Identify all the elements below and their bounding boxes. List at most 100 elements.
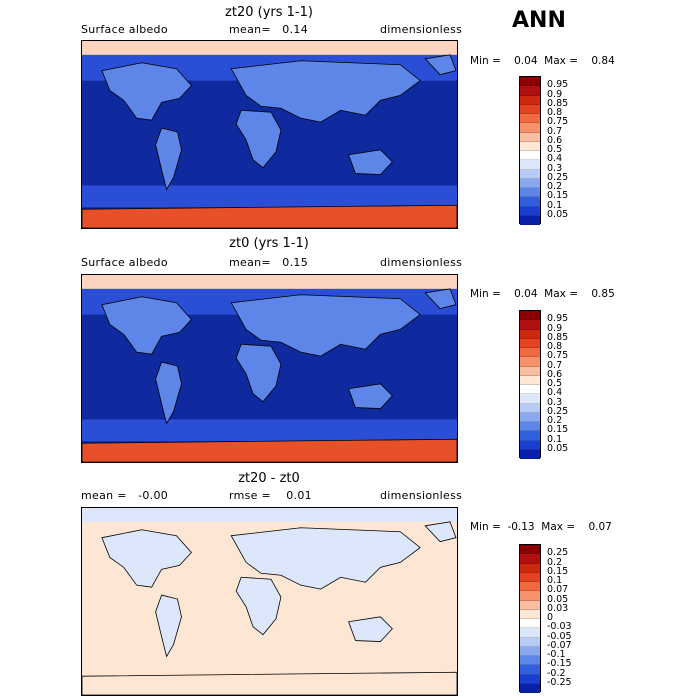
southern-ocean-band <box>82 185 457 208</box>
colorbar-swatch <box>520 215 540 225</box>
min-max-label: Min = -0.13 Max = 0.07 <box>470 521 612 533</box>
colorbar-swatch <box>520 412 540 422</box>
continent <box>235 343 282 403</box>
colorbar-swatch <box>520 95 540 105</box>
arctic-region <box>82 508 457 522</box>
colorbar-tick-label: 0.8 <box>547 341 563 352</box>
continent <box>101 296 192 355</box>
colorbar-swatch <box>520 600 540 610</box>
colorbar-tick-label: 0.2 <box>547 181 563 192</box>
colorbar-tick-label: 0.8 <box>547 107 563 118</box>
southern-ocean-band <box>82 419 457 442</box>
colorbar-swatch <box>520 151 540 161</box>
colorbar-tick-label: -0.25 <box>547 676 572 688</box>
colorbar: 0.25 0.2 0.15 0.1 0.07 0.05 0.03 0 -0.03 -0.05 -0.… <box>519 544 572 693</box>
colorbar-tick-label: 0.7 <box>547 359 563 371</box>
colorbar-swatch <box>520 628 540 638</box>
colorbar-swatch <box>520 169 540 179</box>
panel-title: zt20 - zt0 <box>238 471 300 486</box>
colorbar-tick-label: -0.05 <box>547 630 572 642</box>
min-max-label: Min = 0.04 Max = 0.84 <box>470 55 615 67</box>
colorbar-swatch <box>520 329 540 339</box>
colorbar-tick-label: 0 <box>547 612 554 623</box>
colorbar-swatches <box>519 76 541 225</box>
colorbar-tick-label: 0.15 <box>547 565 569 577</box>
colorbar-swatch <box>520 123 540 133</box>
colorbar-swatch <box>520 132 540 142</box>
colorbar-swatch <box>520 366 540 376</box>
colorbar-tick-label: 0.1 <box>547 575 563 586</box>
colorbar-swatch <box>520 637 540 647</box>
colorbar-tick-label: 0.5 <box>547 144 563 155</box>
colorbar-swatch <box>520 619 540 629</box>
colorbar-tick-label: 0.95 <box>547 79 569 91</box>
colorbar-tick-label: 0.85 <box>547 97 569 109</box>
colorbar-tick-label: 0.1 <box>547 199 563 211</box>
min-max-label: Min = 0.04 Max = 0.85 <box>470 288 615 300</box>
colorbar: 0.95 0.9 0.85 0.8 0.75 0.7 0.6 0.5 0.4 0.3 0.25 0.2… <box>519 76 568 225</box>
colorbar-tick-label: 0.05 <box>547 442 569 454</box>
rmse-value: rmse = 0.01 <box>229 489 312 502</box>
colorbar-tick-label: -0.15 <box>547 658 572 670</box>
colorbar-tick-label: 0.1 <box>547 433 563 445</box>
colorbar-swatch <box>520 554 540 564</box>
colorbar-swatch <box>520 320 540 330</box>
mean-value: mean = -0.00 <box>81 489 169 502</box>
colorbar-tick-label: 0.4 <box>547 387 563 399</box>
panel-title: zt20 (yrs 1-1) <box>225 5 313 20</box>
colorbar-swatch <box>520 440 540 450</box>
colorbar-swatch <box>520 178 540 188</box>
continent <box>230 294 421 357</box>
antarctica <box>82 438 457 462</box>
arctic-region <box>82 41 457 55</box>
colorbar-swatch <box>520 545 540 555</box>
colorbar-tick-label: -0.07 <box>547 639 572 651</box>
colorbar-swatches <box>519 310 541 459</box>
colorbar-swatch <box>520 348 540 358</box>
continent <box>424 521 457 543</box>
colorbar-swatch <box>520 104 540 114</box>
colorbar-swatch <box>520 206 540 216</box>
colorbar-swatch <box>520 188 540 198</box>
colorbar-swatch <box>520 582 540 592</box>
colorbar-swatch <box>520 563 540 573</box>
colorbar-swatch <box>520 591 540 601</box>
colorbar-swatch <box>520 141 540 151</box>
colorbar: 0.95 0.9 0.85 0.8 0.75 0.7 0.6 0.5 0.4 0.3 0.25 0.2… <box>519 310 568 459</box>
field-name: Surface albedo <box>81 256 168 269</box>
colorbar-swatch <box>520 160 540 170</box>
colorbar-swatch <box>520 403 540 413</box>
colorbar-swatch <box>520 77 540 87</box>
colorbar-swatch <box>520 114 540 124</box>
colorbar-tick-label: 0.85 <box>547 331 569 343</box>
continent <box>235 576 282 636</box>
colorbar-tick-label: 0.5 <box>547 378 563 389</box>
map-canvas <box>82 41 457 228</box>
colorbar-swatch <box>520 394 540 404</box>
colorbar-swatch <box>520 609 540 619</box>
continent <box>230 60 421 123</box>
colorbar-swatch <box>520 311 540 321</box>
continent <box>348 616 393 642</box>
antarctica <box>82 671 457 695</box>
continent <box>230 527 421 590</box>
season-label: ANN <box>512 8 566 33</box>
units-label: dimensionless <box>380 489 463 502</box>
colorbar-tick-label: -0.1 <box>547 649 566 660</box>
albedo-map <box>81 40 458 229</box>
colorbar-swatch <box>520 572 540 582</box>
field-name: Surface albedo <box>81 23 168 36</box>
continent <box>348 149 393 175</box>
southern-ocean-band <box>82 652 457 675</box>
map-canvas <box>82 275 457 462</box>
colorbar-tick-label: 0.05 <box>547 208 569 220</box>
mean-value: mean= 0.14 <box>229 23 308 36</box>
colorbar-tick-label: 0.95 <box>547 313 569 325</box>
colorbar-tick-label: 0.15 <box>547 190 569 202</box>
colorbar-tick-label: 0.9 <box>547 322 563 334</box>
colorbar-swatch <box>520 674 540 684</box>
arctic-region <box>82 275 457 289</box>
colorbar-swatch <box>520 197 540 207</box>
colorbar-tick-label: 0.07 <box>547 584 569 596</box>
colorbar-swatch <box>520 375 540 385</box>
